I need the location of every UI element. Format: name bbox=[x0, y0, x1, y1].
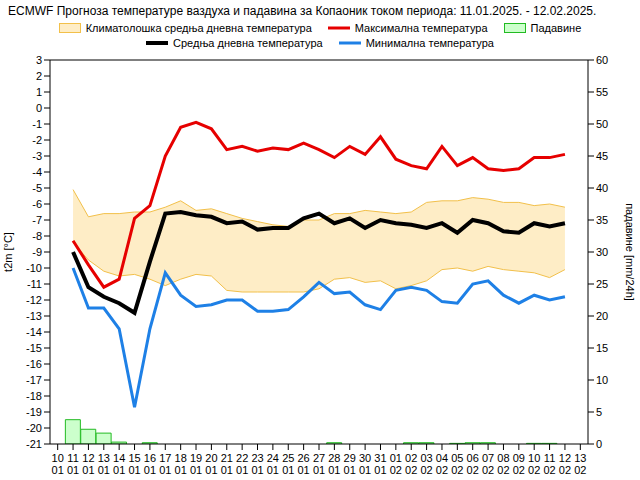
svg-text:-2: -2 bbox=[32, 134, 42, 146]
svg-text:2801: 2801 bbox=[328, 452, 340, 476]
svg-text:3001: 3001 bbox=[359, 452, 371, 476]
svg-text:-21: -21 bbox=[26, 438, 42, 450]
svg-text:0102: 0102 bbox=[390, 452, 402, 476]
html-text:Средња дневна температура: Средња дневна температура bbox=[173, 37, 323, 49]
svg-text:45: 45 bbox=[596, 150, 608, 162]
svg-text:0202: 0202 bbox=[405, 452, 417, 476]
svg-text:1101: 1101 bbox=[67, 452, 79, 476]
svg-text:2901: 2901 bbox=[344, 452, 356, 476]
svg-text:0402: 0402 bbox=[436, 452, 448, 476]
svg-text:0602: 0602 bbox=[467, 452, 479, 476]
svg-text:-17: -17 bbox=[26, 374, 42, 386]
svg-text:0302: 0302 bbox=[420, 452, 432, 476]
svg-text:1102: 1102 bbox=[543, 452, 555, 476]
svg-text:падавине [mm/24h]: падавине [mm/24h] bbox=[624, 203, 632, 301]
svg-text:1: 1 bbox=[36, 86, 42, 98]
svg-text:3101: 3101 bbox=[374, 452, 386, 476]
svg-text:2101: 2101 bbox=[221, 452, 233, 476]
svg-text:-4: -4 bbox=[32, 166, 42, 178]
svg-text:1701: 1701 bbox=[159, 452, 171, 476]
svg-text:-3: -3 bbox=[32, 150, 42, 162]
svg-text:50: 50 bbox=[596, 118, 608, 130]
svg-text:3: 3 bbox=[36, 54, 42, 66]
svg-text:-18: -18 bbox=[26, 390, 42, 402]
svg-text:0: 0 bbox=[596, 438, 602, 450]
svg-text:0802: 0802 bbox=[497, 452, 509, 476]
svg-text:-15: -15 bbox=[26, 342, 42, 354]
svg-text:1901: 1901 bbox=[190, 452, 202, 476]
svg-text:-19: -19 bbox=[26, 406, 42, 418]
svg-text:-11: -11 bbox=[27, 278, 42, 290]
svg-text:1401: 1401 bbox=[113, 452, 125, 476]
svg-text:-5: -5 bbox=[32, 182, 42, 194]
svg-text:2: 2 bbox=[36, 70, 42, 82]
svg-text:t2m [°C]: t2m [°C] bbox=[8, 232, 14, 272]
svg-text:2601: 2601 bbox=[298, 452, 310, 476]
svg-text:-13: -13 bbox=[26, 310, 42, 322]
svg-text:5: 5 bbox=[596, 406, 602, 418]
svg-text:-10: -10 bbox=[26, 262, 42, 274]
html-text:Минимална температура: Минимална температура bbox=[365, 37, 494, 49]
svg-text:2701: 2701 bbox=[313, 452, 325, 476]
svg-text:1001: 1001 bbox=[52, 452, 64, 476]
svg-text:-1: -1 bbox=[32, 118, 42, 130]
svg-text:55: 55 bbox=[596, 86, 608, 98]
svg-text:1801: 1801 bbox=[175, 452, 187, 476]
svg-text:40: 40 bbox=[596, 182, 608, 194]
svg-text:15: 15 bbox=[596, 342, 608, 354]
html-text:Максимална температура: Максимална температура bbox=[354, 22, 488, 34]
svg-text:2301: 2301 bbox=[251, 452, 263, 476]
svg-text:-9: -9 bbox=[32, 246, 42, 258]
svg-text:0702: 0702 bbox=[482, 452, 494, 476]
svg-text:20: 20 bbox=[596, 310, 608, 322]
svg-text:0502: 0502 bbox=[451, 452, 463, 476]
svg-text:-6: -6 bbox=[32, 198, 42, 210]
svg-text:-14: -14 bbox=[26, 326, 42, 338]
svg-text:1501: 1501 bbox=[128, 452, 140, 476]
svg-text:1601: 1601 bbox=[144, 452, 156, 476]
html-text:ECMWF Прогноза температуре ваз: ECMWF Прогноза температуре ваздуха и пад… bbox=[8, 4, 597, 18]
svg-text:60: 60 bbox=[596, 54, 608, 66]
svg-text:0902: 0902 bbox=[513, 452, 525, 476]
svg-text:1201: 1201 bbox=[82, 452, 94, 476]
svg-text:2001: 2001 bbox=[205, 452, 217, 476]
svg-text:35: 35 bbox=[596, 214, 608, 226]
svg-text:-7: -7 bbox=[32, 214, 42, 226]
svg-text:2501: 2501 bbox=[282, 452, 294, 476]
svg-text:30: 30 bbox=[596, 246, 608, 258]
svg-text:1202: 1202 bbox=[559, 452, 571, 476]
svg-text:1002: 1002 bbox=[528, 452, 540, 476]
html-text:Климатолошка средња дневна тем: Климатолошка средња дневна температура bbox=[85, 22, 312, 34]
svg-text:0: 0 bbox=[36, 102, 42, 114]
svg-text:1302: 1302 bbox=[574, 452, 586, 476]
svg-text:25: 25 bbox=[596, 278, 608, 290]
svg-text:-8: -8 bbox=[32, 230, 42, 242]
svg-text:-12: -12 bbox=[26, 294, 42, 306]
svg-text:1301: 1301 bbox=[98, 452, 110, 476]
html-text:Падавине: Падавине bbox=[530, 22, 582, 34]
svg-text:2401: 2401 bbox=[267, 452, 279, 476]
svg-text:10: 10 bbox=[596, 374, 608, 386]
svg-text:-16: -16 bbox=[26, 358, 42, 370]
svg-text:2201: 2201 bbox=[236, 452, 248, 476]
svg-text:-20: -20 bbox=[26, 422, 42, 434]
